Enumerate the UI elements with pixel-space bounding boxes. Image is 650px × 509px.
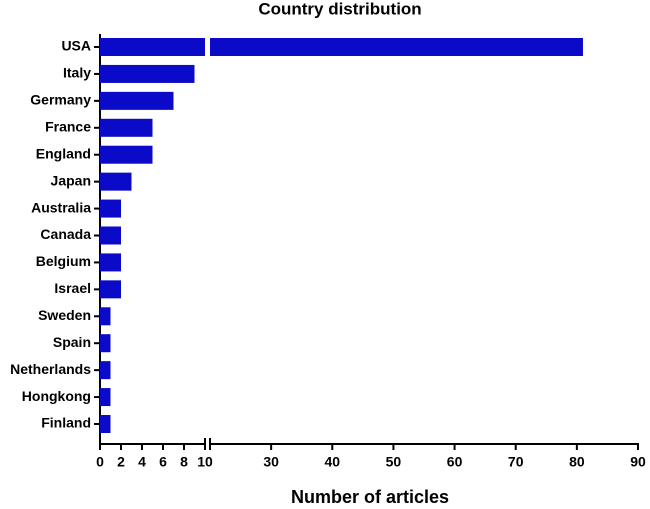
x-tick-label: 70: [508, 454, 524, 470]
bar: [100, 280, 121, 299]
chart-title: Country distribution: [258, 0, 421, 18]
bar: [100, 145, 153, 164]
bar: [100, 226, 121, 245]
y-tick-label: Israel: [54, 280, 91, 296]
y-tick-label: England: [36, 145, 91, 161]
y-tick-label: Canada: [40, 226, 91, 242]
bar: [100, 334, 111, 353]
y-tick-label: Netherlands: [10, 361, 91, 377]
y-tick-label: Italy: [63, 65, 91, 81]
y-tick-label: Belgium: [36, 253, 91, 269]
x-tick-label: 8: [180, 454, 188, 470]
x-tick-label: 10: [197, 454, 213, 470]
x-tick-label: 6: [159, 454, 167, 470]
bar: [100, 199, 121, 218]
bar: [100, 415, 111, 433]
y-tick-label: Sweden: [38, 307, 91, 323]
bar: [100, 388, 111, 407]
bar: [100, 253, 121, 272]
y-tick-label: Australia: [31, 199, 91, 215]
x-tick-label: 90: [630, 454, 646, 470]
y-tick-label: Spain: [53, 334, 91, 350]
y-tick-label: France: [45, 118, 91, 134]
bar: [100, 307, 111, 326]
x-tick-label: 50: [386, 454, 402, 470]
bar: [210, 38, 583, 56]
y-tick-label: Finland: [41, 415, 91, 431]
bar: [100, 118, 153, 137]
x-tick-label: 4: [138, 454, 146, 470]
x-tick-label: 0: [96, 454, 104, 470]
x-tick-label: 2: [117, 454, 125, 470]
bar: [100, 91, 174, 110]
y-tick-label: USA: [61, 38, 91, 54]
x-axis-label: Number of articles: [291, 487, 449, 507]
y-tick-label: Japan: [51, 172, 91, 188]
x-tick-label: 60: [447, 454, 463, 470]
y-tick-label: Germany: [30, 92, 91, 108]
bar: [100, 361, 111, 380]
bar: [100, 64, 195, 83]
bar: [100, 38, 205, 56]
x-tick-label: 30: [263, 454, 279, 470]
bar: [100, 172, 132, 191]
x-tick-label: 40: [324, 454, 340, 470]
y-tick-label: Hongkong: [22, 388, 91, 404]
x-tick-label: 80: [569, 454, 585, 470]
